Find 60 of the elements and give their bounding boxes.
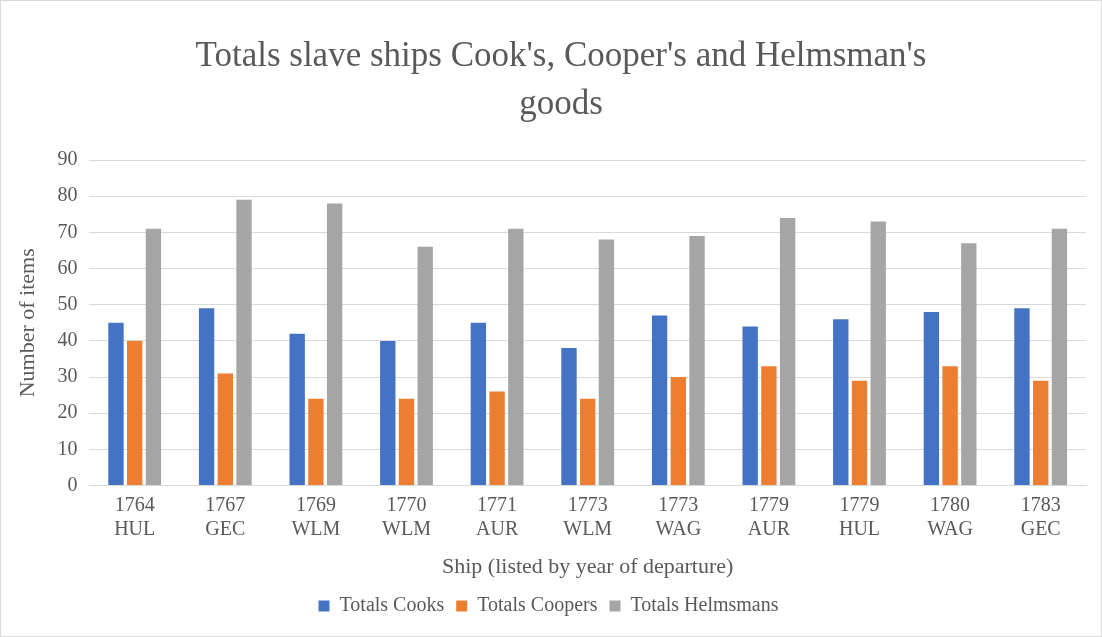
y-tick-label: 20 [57, 400, 78, 423]
x-tick-label: 1769 WLM [291, 492, 341, 539]
bar [417, 246, 433, 486]
x-tick-label: 1773 WLM [563, 492, 613, 539]
x-tick-label: 1764 HUL [114, 492, 156, 539]
bar [398, 398, 415, 486]
x-tick-label: 1783 GEC [1020, 492, 1061, 539]
legend-label: Totals Cooks [339, 593, 445, 616]
bar [1051, 228, 1068, 486]
bar [308, 398, 324, 486]
bar [651, 315, 668, 486]
bar [236, 199, 252, 486]
bar [870, 221, 886, 486]
y-axis-title: Number of items [13, 248, 39, 398]
bar [561, 348, 577, 486]
y-tick-label: 60 [57, 255, 78, 278]
bar [217, 373, 233, 486]
bar [127, 340, 143, 486]
x-axis-title: Ship (listed by year of departure) [442, 552, 734, 578]
bar [598, 239, 615, 486]
x-tick-label: 1779 AUR [747, 492, 791, 539]
y-tick-label: 70 [57, 219, 78, 242]
y-tick-label: 40 [57, 328, 78, 351]
bar [108, 322, 124, 486]
bar [1014, 308, 1030, 486]
bar [198, 308, 215, 486]
bar [689, 235, 705, 486]
x-tick-label: 1770 WLM [382, 492, 432, 539]
y-tick-label: 0 [67, 472, 78, 495]
x-tick-label: 1767 GEC [205, 492, 246, 539]
bar [145, 228, 162, 486]
y-tick-label: 30 [57, 364, 78, 387]
bar [761, 366, 777, 486]
bar [833, 319, 849, 486]
chart-title: Totals slave ships Cook's, Cooper's and Helmsman's goods [194, 34, 928, 124]
bar [851, 380, 868, 486]
bar [942, 366, 958, 486]
bar [289, 333, 305, 486]
y-tick-label: 90 [57, 147, 78, 170]
x-tick-label: 1773 WAG [655, 492, 702, 539]
y-tick-label: 10 [57, 436, 78, 459]
bar [670, 377, 686, 486]
bar [580, 398, 596, 486]
bar [470, 322, 487, 486]
bar [961, 243, 977, 486]
bar [923, 311, 940, 486]
bar [508, 228, 524, 486]
bar [380, 340, 396, 486]
bar [1033, 380, 1049, 486]
y-tick-label: 50 [57, 291, 78, 314]
legend-label: Totals Helmsmans [630, 593, 779, 616]
x-tick-label: 1779 HUL [838, 492, 881, 539]
x-tick-label: 1780 WAG [927, 492, 973, 539]
bar [326, 203, 343, 486]
y-tick-label: 80 [57, 183, 78, 206]
x-tick-label: 1771 AUR [475, 492, 519, 539]
bar [489, 391, 505, 486]
legend-label: Totals Coopers [477, 593, 598, 617]
bar [742, 326, 758, 486]
bar [779, 217, 796, 486]
